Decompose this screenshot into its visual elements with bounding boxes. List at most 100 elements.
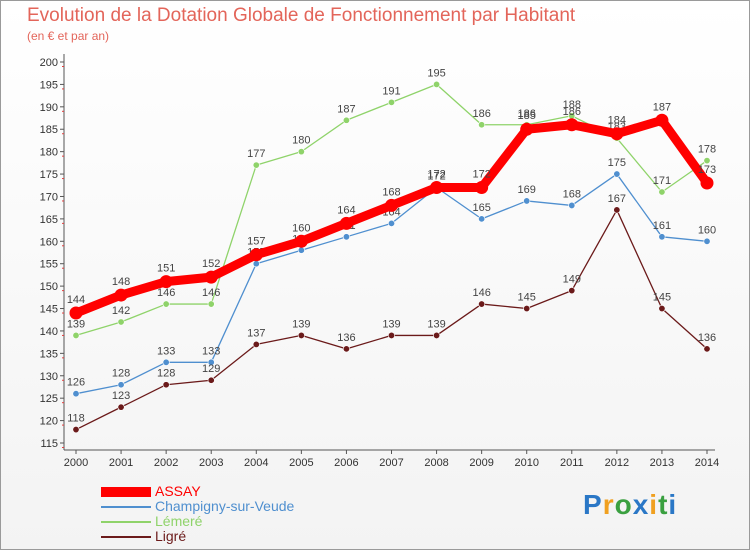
data-label: 128 [157, 368, 175, 380]
data-point [159, 275, 173, 289]
data-label: 172 [427, 169, 445, 181]
y-tick-label: 170 [40, 191, 58, 203]
x-tick-label: 2013 [650, 457, 674, 469]
data-point [207, 376, 215, 384]
data-label: 186 [518, 108, 536, 120]
data-label: 165 [472, 202, 490, 214]
data-label: 160 [698, 224, 716, 236]
data-label: 148 [112, 276, 130, 288]
legend-swatch [101, 536, 151, 538]
data-label: 175 [608, 157, 626, 169]
data-point [297, 246, 305, 254]
data-point [114, 288, 128, 302]
logo-letter: r [602, 489, 615, 520]
data-point [658, 305, 666, 313]
data-label: 172 [472, 169, 490, 181]
data-label: 145 [653, 292, 671, 304]
x-tick-label: 2007 [379, 457, 403, 469]
data-point [523, 305, 531, 313]
data-label: 146 [472, 287, 490, 299]
chart-axes: 115 120 125 130 135 140 145 150 155 160 165 170 175 1… [40, 54, 719, 469]
x-tick-label: 2011 [560, 457, 584, 469]
data-label: 184 [608, 115, 626, 127]
x-tick-label: 2009 [469, 457, 493, 469]
y-tick-label: 175 [40, 169, 58, 181]
data-point [72, 390, 80, 398]
legend-swatch [101, 487, 151, 497]
x-tick-label: 2000 [64, 457, 88, 469]
logo-letter: i [649, 489, 659, 520]
data-label: 139 [292, 318, 310, 330]
x-tick-label: 2001 [109, 457, 133, 469]
data-label: 173 [698, 164, 716, 176]
data-label: 191 [382, 85, 400, 97]
data-point [700, 176, 714, 190]
data-label: 133 [157, 345, 175, 357]
data-point [204, 270, 218, 284]
data-point [252, 340, 260, 348]
series-ligr-: 118 123 128 129 137 139 136 139 139 146 145 149 167 1… [67, 193, 716, 434]
data-point [342, 345, 350, 353]
logo-letter: o [614, 489, 633, 520]
data-point [478, 300, 486, 308]
legend-entry: ASSAY [101, 483, 361, 500]
y-tick-label: 135 [40, 348, 58, 360]
data-label: 186 [563, 106, 581, 118]
data-point [478, 215, 486, 223]
x-tick-label: 2003 [199, 457, 223, 469]
data-label: 146 [202, 287, 220, 299]
data-point [387, 219, 395, 227]
x-tick-label: 2014 [695, 457, 719, 469]
data-point [117, 381, 125, 389]
data-label: 123 [112, 390, 130, 402]
data-point [162, 358, 170, 366]
data-point [252, 260, 260, 268]
data-point [658, 188, 666, 196]
data-point [297, 331, 305, 339]
data-point [478, 121, 486, 129]
y-tick-label: 200 [40, 57, 58, 69]
data-point [207, 358, 215, 366]
logo-letter: x [632, 489, 650, 520]
logo-letter: t [658, 489, 669, 520]
data-label: 128 [112, 368, 130, 380]
data-point [387, 98, 395, 106]
series-layer: 1261281331331551581611641721651691681751… [67, 67, 716, 434]
data-label: 157 [247, 236, 265, 248]
data-label: 160 [292, 222, 310, 234]
data-label: 139 [67, 318, 85, 330]
data-label: 149 [563, 274, 581, 286]
data-label: 177 [247, 148, 265, 160]
chart-title: Evolution de la Dotation Globale de Fonc… [27, 5, 576, 26]
y-tick-label: 120 [40, 416, 58, 428]
data-point [385, 198, 398, 212]
legend-entry: Champigny-sur-Veude [101, 498, 361, 515]
data-label: 126 [67, 377, 85, 389]
logo-letter: i [668, 489, 678, 520]
legend-label: Ligré [155, 528, 187, 544]
data-label: 144 [67, 294, 85, 306]
data-point [249, 248, 263, 262]
data-point [475, 181, 489, 195]
data-point [297, 148, 305, 156]
data-label: 118 [67, 413, 85, 425]
data-label: 164 [337, 204, 355, 216]
x-tick-label: 2004 [244, 457, 268, 469]
y-tick-label: 130 [40, 371, 58, 383]
legend-label: Champigny-sur-Veude [155, 498, 295, 514]
data-label: 137 [247, 327, 265, 339]
x-tick-label: 2008 [424, 457, 448, 469]
logo-letter: P [583, 489, 603, 520]
data-point [703, 237, 711, 245]
data-label: 186 [472, 108, 490, 120]
legend-label: ASSAY [155, 483, 201, 499]
data-label: 129 [202, 363, 220, 375]
data-point [655, 113, 669, 127]
x-tick-label: 2012 [605, 457, 629, 469]
data-point [207, 300, 215, 308]
data-label: 161 [653, 220, 671, 232]
data-point [703, 345, 711, 353]
data-point [387, 331, 395, 339]
data-label: 187 [337, 103, 355, 115]
